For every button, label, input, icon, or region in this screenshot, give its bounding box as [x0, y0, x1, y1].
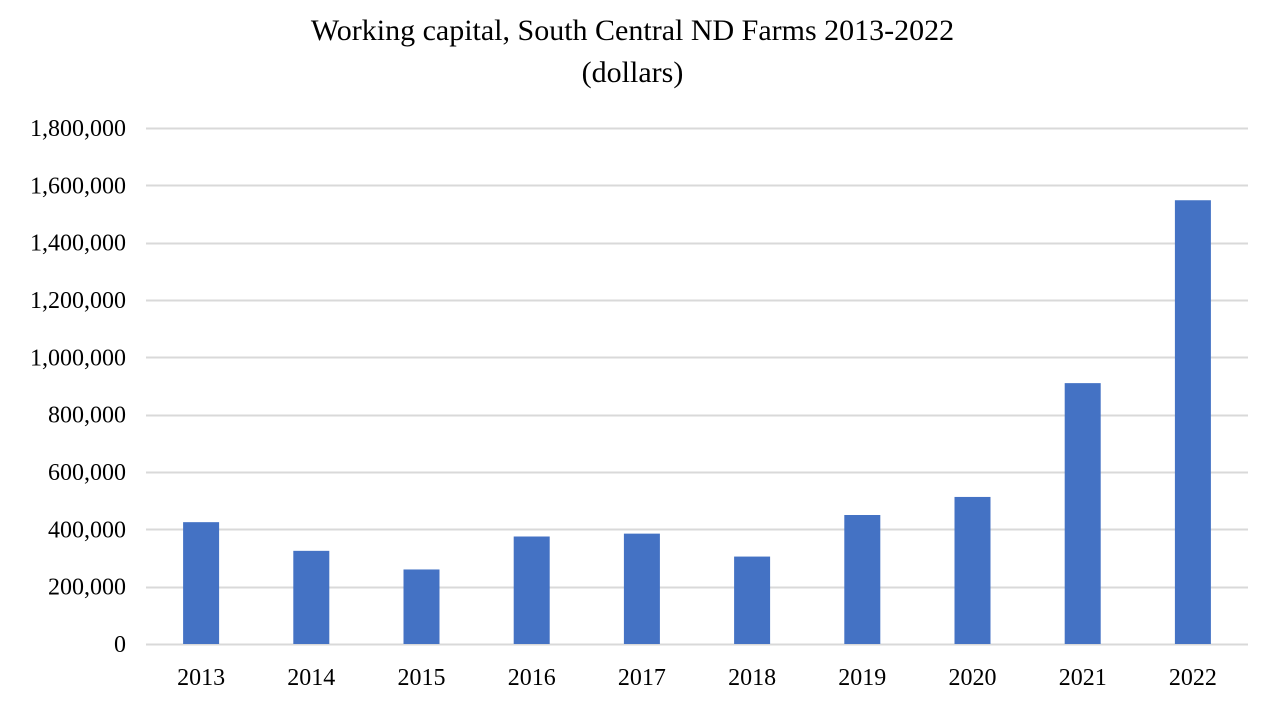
y-tick-label: 1,600,000 [30, 173, 126, 199]
y-tick-label: 1,400,000 [30, 231, 126, 257]
bar-2022 [1174, 200, 1211, 645]
x-tick-label: 2017 [618, 665, 666, 691]
bar-2021 [1064, 383, 1101, 644]
bar-2018 [734, 556, 771, 644]
bar-2015 [403, 569, 440, 644]
bar-2020 [954, 496, 991, 644]
y-tick-label: 200,000 [48, 575, 126, 601]
x-tick-label: 2016 [508, 665, 556, 691]
x-tick-label: 2022 [1169, 665, 1217, 691]
bar-2016 [513, 536, 550, 644]
y-tick-label: 0 [114, 632, 126, 658]
x-tick-label: 2021 [1059, 665, 1107, 691]
y-tick-label: 1,200,000 [30, 288, 126, 314]
y-tick-label: 1,000,000 [30, 345, 126, 371]
x-tick-label: 2019 [838, 665, 886, 691]
bar-series [183, 200, 1211, 645]
x-tick-label: 2015 [398, 665, 446, 691]
y-tick-label: 800,000 [48, 403, 126, 429]
bar-2013 [183, 522, 220, 644]
x-tick-label: 2018 [728, 665, 776, 691]
y-tick-label: 400,000 [48, 517, 126, 543]
bar-2017 [623, 533, 660, 644]
y-tick-label: 600,000 [48, 460, 126, 486]
gridlines [146, 127, 1248, 646]
chart-subtitle: (dollars) [581, 56, 684, 89]
x-tick-label: 2014 [287, 665, 335, 691]
y-tick-label: 1,800,000 [30, 116, 126, 142]
x-axis-tick-labels: 2013 2014 2015 2016 2017 2018 2019 2020 2021 2022 [177, 665, 1217, 691]
bar-2019 [844, 515, 881, 644]
y-axis-tick-labels: 0 200,000 400,000 600,000 800,000 1,000,000 1,… [30, 116, 126, 658]
x-tick-label: 2013 [177, 665, 225, 691]
x-tick-label: 2020 [949, 665, 997, 691]
bar-2014 [293, 550, 330, 644]
chart-title: Working capital, South Central ND Farms … [310, 14, 955, 47]
